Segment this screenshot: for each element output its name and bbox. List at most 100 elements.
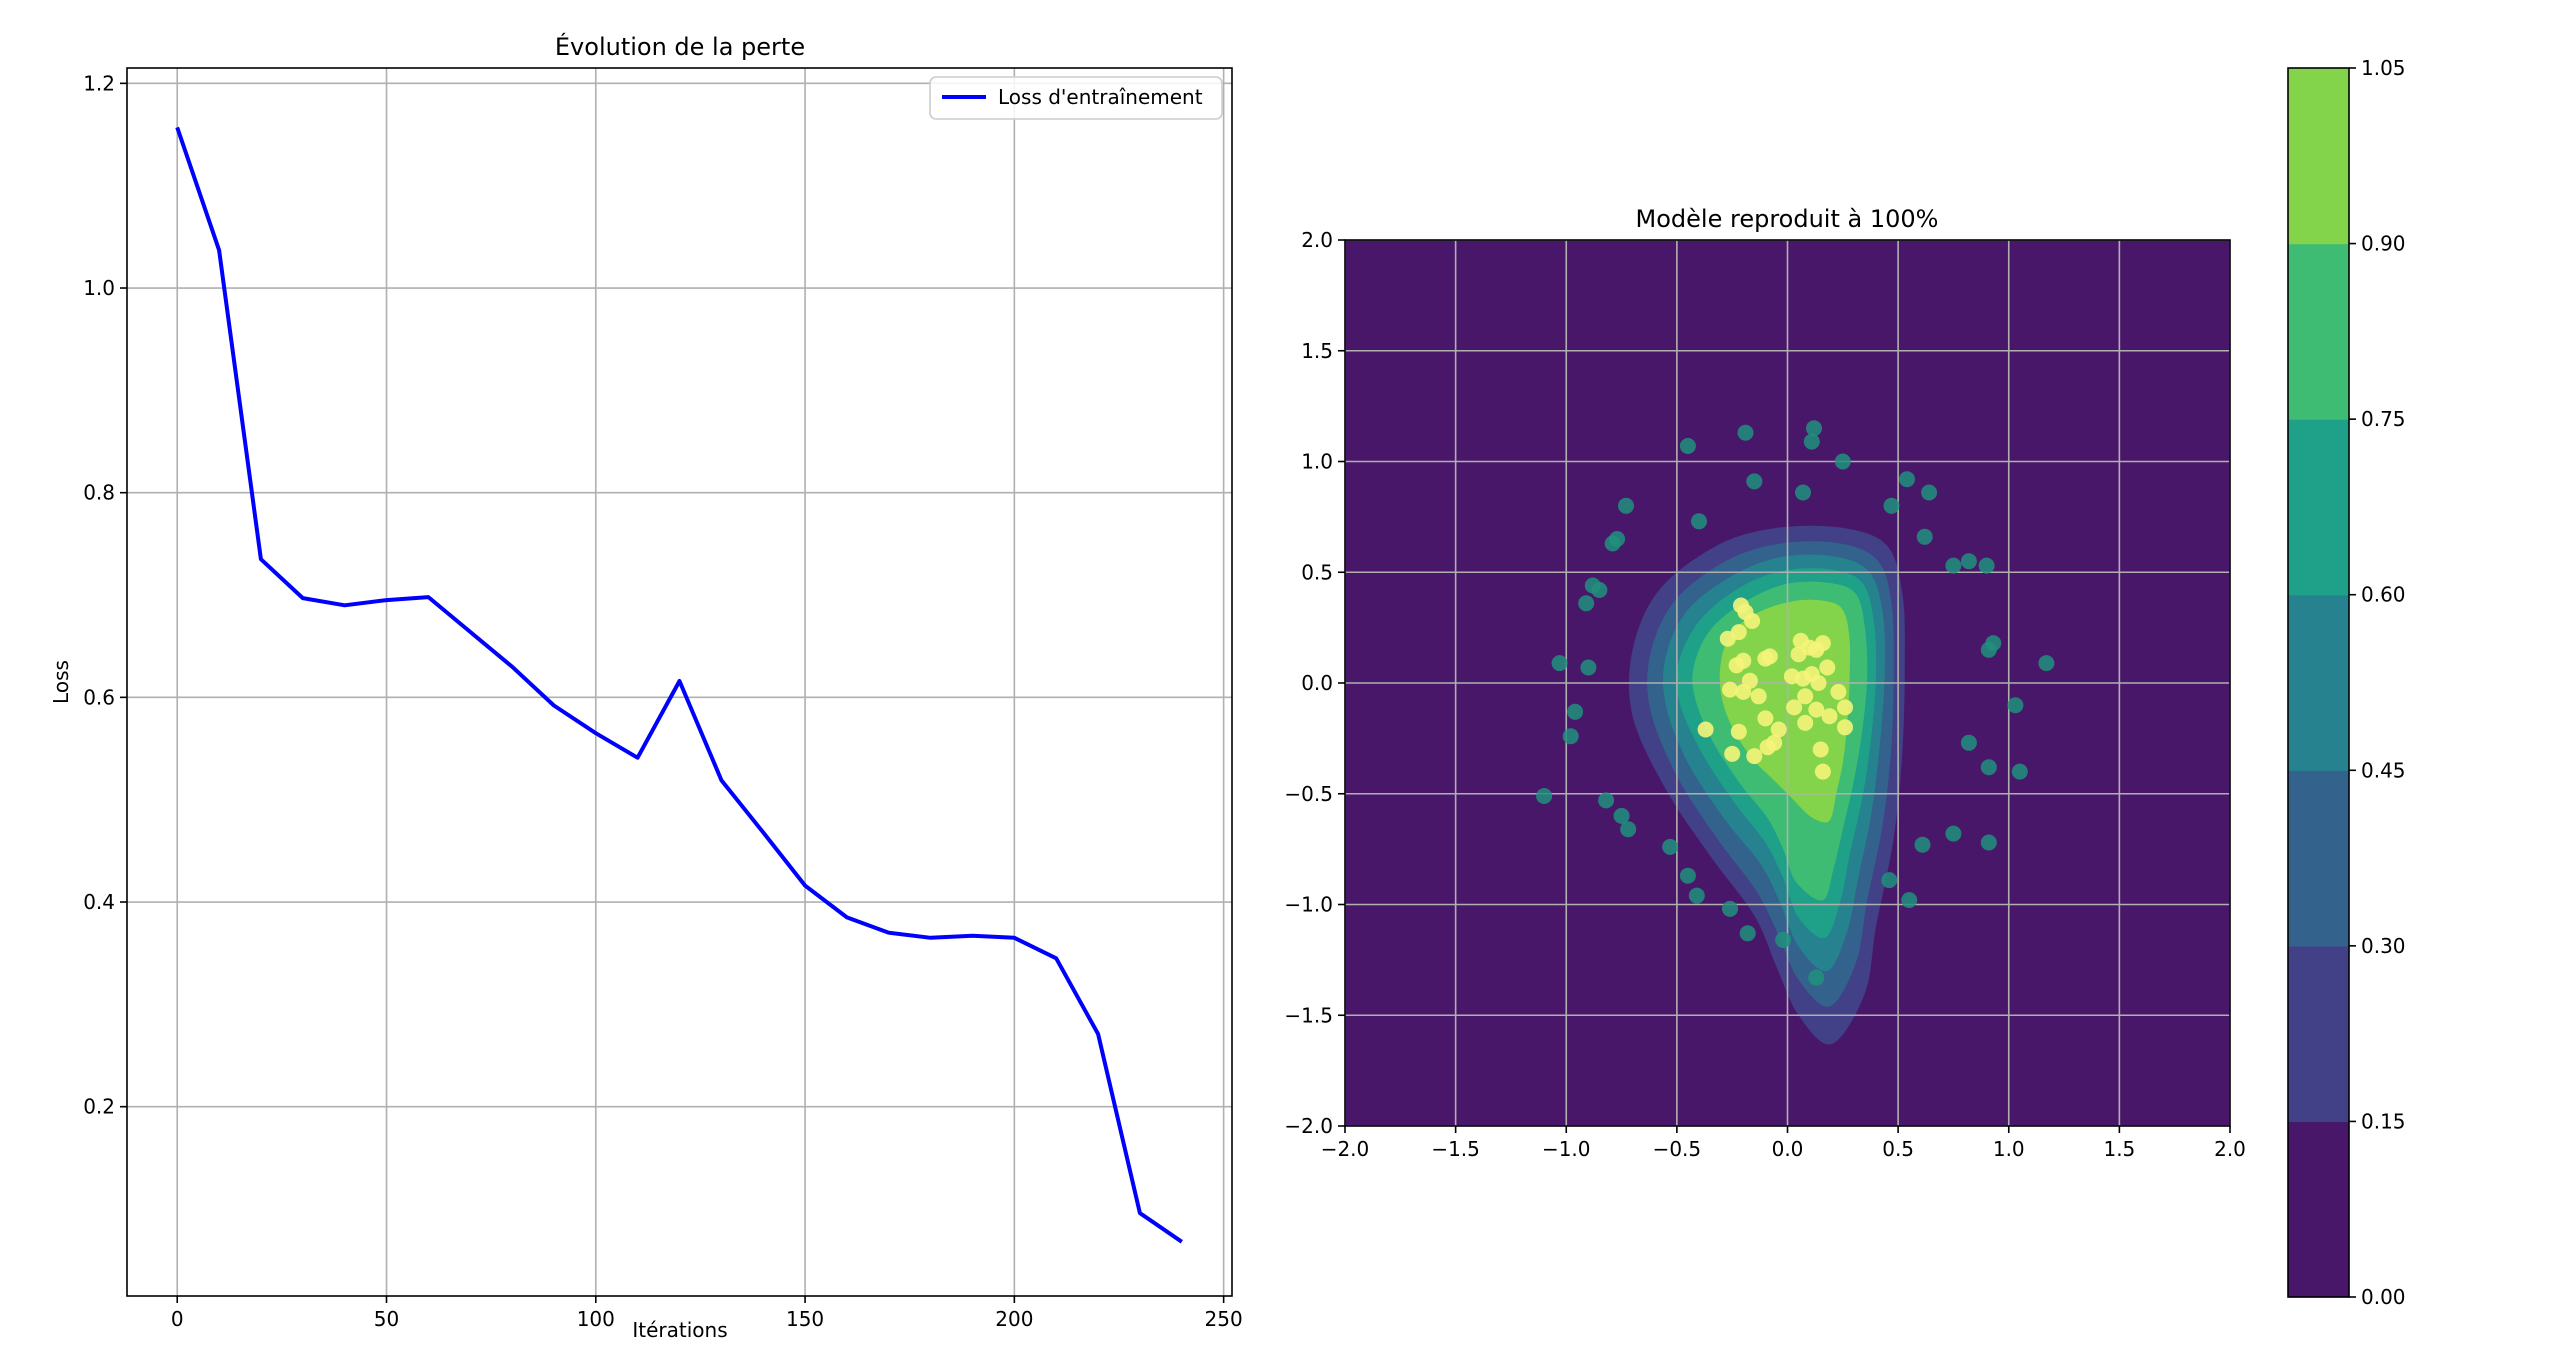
scatter-point-inner xyxy=(1808,701,1825,718)
contour-grid xyxy=(1345,240,2230,1126)
scatter-point-inner xyxy=(1797,688,1814,705)
scatter-point-outer xyxy=(1567,703,1584,720)
contour-y-tick-label: 1.5 xyxy=(1301,339,1333,363)
colorbar-tick-label: 0.90 xyxy=(2361,232,2406,256)
scatter-point-outer xyxy=(1722,900,1738,917)
scatter-point-outer xyxy=(1691,513,1707,530)
scatter-point-outer xyxy=(1834,453,1851,470)
scatter-point-inner xyxy=(1797,714,1814,731)
contour-y-tick-label: −1.0 xyxy=(1284,893,1333,917)
loss-y-tick-label: 0.6 xyxy=(83,685,115,709)
scatter-point-outer xyxy=(1662,838,1679,855)
scatter-point-inner xyxy=(1757,710,1774,727)
scatter-point-inner xyxy=(1837,719,1853,736)
loss-x-tick-label: 150 xyxy=(786,1307,824,1331)
scatter-point-inner xyxy=(1786,699,1803,716)
scatter-point-outer xyxy=(1881,872,1898,889)
scatter-point-outer xyxy=(1914,836,1931,853)
contour-fills xyxy=(1628,525,1905,1045)
loss-series-line xyxy=(175,126,1183,1244)
colorbar-tick-label: 0.00 xyxy=(2361,1285,2406,1309)
contour-scatter xyxy=(1536,420,2055,986)
contour-y-tick-label: −2.0 xyxy=(1284,1114,1333,1138)
scatter-point-inner xyxy=(1722,681,1738,698)
colorbar-band xyxy=(2288,243,2349,420)
scatter-point-outer xyxy=(1978,557,1995,574)
scatter-point-outer xyxy=(1899,471,1915,488)
scatter-point-inner xyxy=(1757,650,1774,667)
scatter-point-inner xyxy=(1837,699,1853,716)
contour-y-tick-label: −0.5 xyxy=(1284,782,1333,806)
contour-y-tick-label: 0.5 xyxy=(1301,560,1333,584)
scatter-point-inner xyxy=(1746,748,1763,765)
scatter-point-outer xyxy=(1598,792,1615,809)
scatter-point-inner xyxy=(1728,657,1745,674)
scatter-point-inner xyxy=(1697,721,1714,738)
contour-chart: −2.0−2.0 −1.5 −1.5 −1.0 −1.0 −0.5 −0.5 0.0 0.0 0.… xyxy=(1284,205,2245,1161)
scatter-point-inner xyxy=(1821,708,1838,725)
loss-chart-title: Évolution de la perte xyxy=(555,32,805,61)
loss-y-tick-label: 0.8 xyxy=(83,481,115,505)
scatter-point-outer xyxy=(1551,655,1568,672)
scatter-point-outer xyxy=(1806,420,1822,437)
loss-x-axis-label: Itérations xyxy=(632,1318,727,1342)
loss-y-tick-label: 1.2 xyxy=(83,71,115,95)
scatter-point-outer xyxy=(1916,528,1933,545)
contour-y-tick-label: −1.5 xyxy=(1284,1003,1333,1027)
scatter-point-outer xyxy=(1803,433,1820,450)
colorbar-tick-label: 0.75 xyxy=(2361,407,2406,431)
contour-x-tick-label: −2.0 xyxy=(1321,1137,1370,1161)
loss-ticks: 0 50 100 150 200 250 0.2 0.4 0.6 0.8 1.0 1.2 xyxy=(83,71,1243,1331)
colorbar-band xyxy=(2288,594,2349,771)
scatter-point-outer xyxy=(1901,892,1918,909)
loss-y-tick-label: 1.0 xyxy=(83,276,115,300)
scatter-point-outer xyxy=(1980,759,1997,776)
scatter-point-outer xyxy=(1613,807,1630,824)
scatter-point-outer xyxy=(1578,595,1595,612)
scatter-point-inner xyxy=(1724,745,1741,762)
scatter-point-outer xyxy=(1808,969,1825,986)
scatter-point-outer xyxy=(1960,553,1977,570)
loss-grid xyxy=(127,68,1232,1296)
scatter-point-outer xyxy=(1775,931,1792,948)
scatter-point-outer xyxy=(1679,438,1696,454)
loss-x-tick-label: 50 xyxy=(374,1307,399,1331)
colorbar-ticks: 0.00 0.15 0.30 0.45 0.60 0.75 0.90 1.05 xyxy=(2349,56,2406,1309)
scatter-point-outer xyxy=(1980,834,1997,851)
contour-x-tick-label: −1.5 xyxy=(1431,1137,1480,1161)
scatter-point-inner xyxy=(1810,675,1827,691)
scatter-point-inner xyxy=(1750,688,1767,705)
loss-chart: 0 50 100 150 200 250 0.2 0.4 0.6 0.8 1.0 1.2 Évolut… xyxy=(49,32,1243,1342)
scatter-point-inner xyxy=(1759,739,1776,756)
scatter-point-inner xyxy=(1735,683,1752,700)
scatter-point-outer xyxy=(1688,887,1705,904)
scatter-point-inner xyxy=(1812,741,1829,758)
scatter-point-outer xyxy=(1746,473,1763,490)
scatter-point-outer xyxy=(2007,697,2024,714)
loss-y-axis-label: Loss xyxy=(49,660,73,704)
contour-y-tick-label: 1.0 xyxy=(1301,450,1333,474)
contour-x-tick-label: 1.5 xyxy=(2103,1137,2135,1161)
colorbar-frame xyxy=(2287,67,2350,1298)
colorbar-tick-label: 0.45 xyxy=(2361,758,2406,782)
scatter-point-outer xyxy=(1739,925,1756,942)
loss-x-tick-label: 0 xyxy=(171,1307,184,1331)
scatter-point-outer xyxy=(1980,641,1997,658)
colorbar-tick-label: 0.60 xyxy=(2361,583,2406,607)
colorbar: 0.00 0.15 0.30 0.45 0.60 0.75 0.90 1.05 xyxy=(2287,56,2406,1309)
contour-x-tick-label: 1.0 xyxy=(1993,1137,2025,1161)
colorbar-tick-label: 0.30 xyxy=(2361,934,2406,958)
scatter-point-inner xyxy=(1814,763,1831,780)
contour-x-tick-label: −0.5 xyxy=(1653,1137,1702,1161)
legend-label: Loss d'entraînement xyxy=(998,85,1203,109)
loss-legend: Loss d'entraînement xyxy=(929,76,1223,120)
scatter-point-outer xyxy=(1604,535,1621,552)
colorbar-bands xyxy=(2288,68,2349,1298)
scatter-point-inner xyxy=(1770,721,1787,738)
scatter-point-outer xyxy=(2011,763,2028,780)
colorbar-band xyxy=(2288,68,2349,245)
scatter-point-inner xyxy=(1830,683,1847,700)
scatter-point-outer xyxy=(1945,557,1962,574)
loss-x-tick-label: 100 xyxy=(577,1307,615,1331)
